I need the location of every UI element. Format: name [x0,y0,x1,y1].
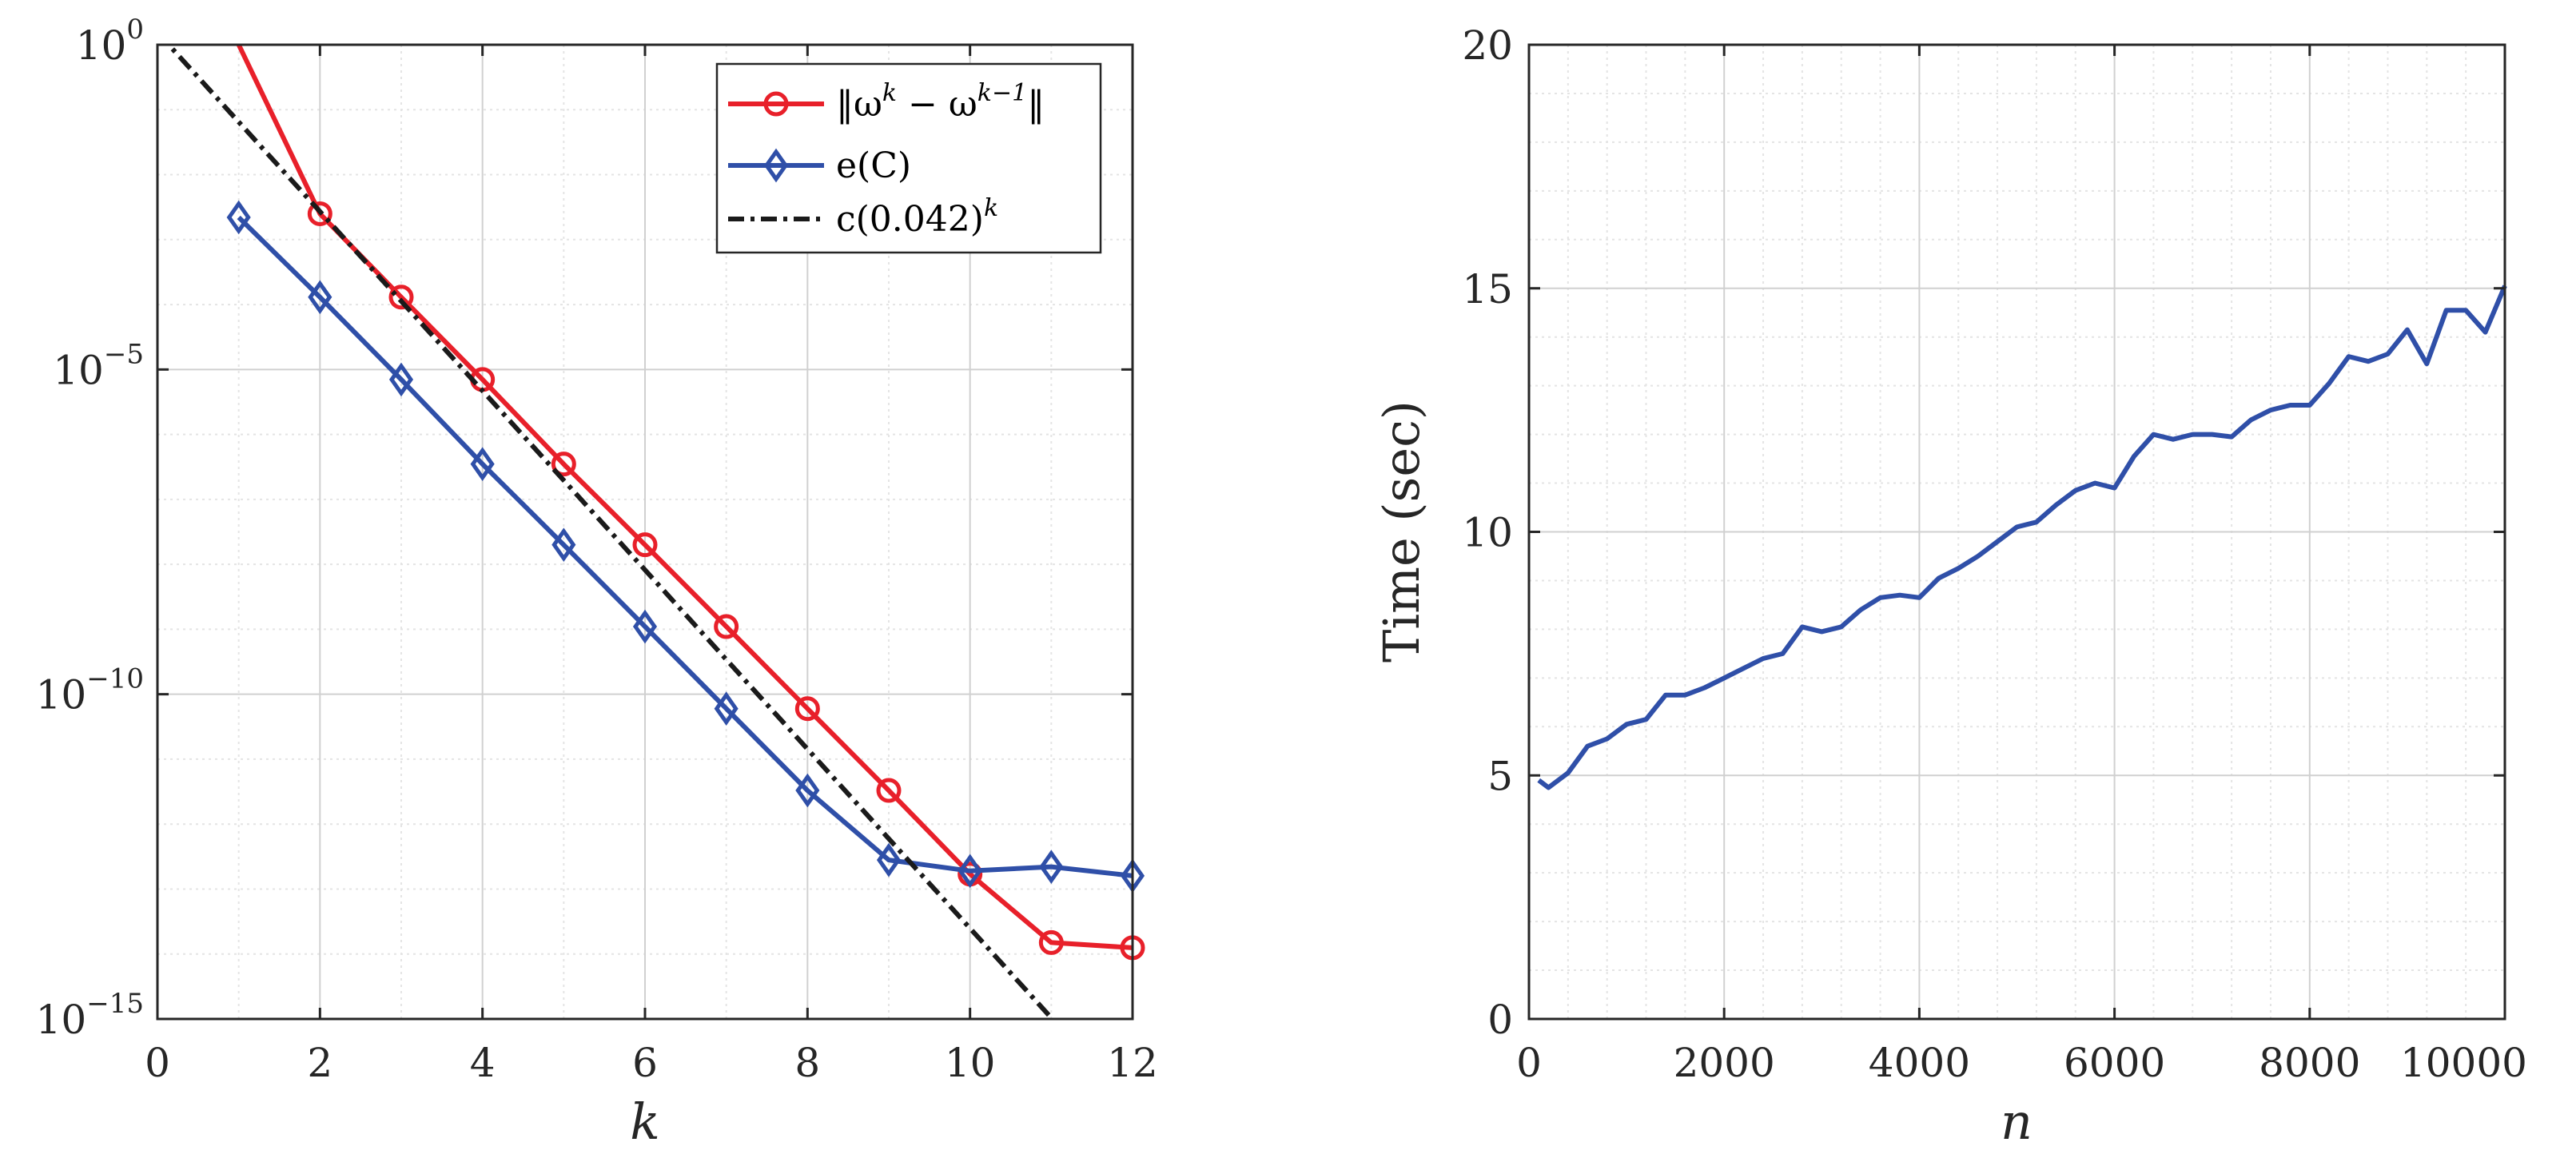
data-point-diamond [308,280,332,315]
legend-label-reference-rate: c(0.042)k [836,194,998,240]
data-point-diamond [876,842,902,878]
data-point-diamond [795,773,820,808]
data-point-diamond [958,854,982,889]
x-tick-label: 0 [1516,1040,1542,1086]
legend-label-e-of-c: e(C) [836,145,911,186]
x-tick-label: 12 [1107,1040,1158,1086]
timing-chart: 0 5 10 15 20 0 2000 4000 6000 8000 10000 n Time (s… [1372,22,2527,1151]
y-tick-label: 100 [76,14,144,69]
legend-marker-diamond-icon [763,148,789,183]
x-tick-label: 8000 [2259,1040,2360,1086]
x-tick-label: 10 [945,1040,996,1086]
data-point-diamond [388,362,414,397]
series-line-time [1537,285,2507,790]
x-tick-label: 8 [794,1040,820,1086]
data-point-circle [714,614,739,639]
data-point-diamond [1039,850,1064,884]
data-point-circle [1038,929,1064,955]
x-tick-label: 4000 [1869,1040,1970,1086]
y-tick-label: 15 [1462,266,1513,312]
convergence-ticks: 100 10−5 10−10 10−150 2 4 6 8 10 12 [36,14,1158,1086]
convergence-series [165,45,1145,1019]
data-point-diamond [226,200,251,235]
x-tick-label: 10000 [2400,1040,2527,1086]
series-line-reference-rate [165,45,1056,1019]
timing-x-axis-label: n [2001,1092,2033,1151]
data-point-circle [307,201,332,226]
convergence-chart: 100 10−5 10−10 10−150 2 4 6 8 10 12 k ‖ωk − ωk−1‖… [36,14,1158,1151]
x-tick-label: 0 [145,1040,170,1086]
legend-entry-reference-rate: c(0.042)k [728,194,998,240]
y-tick-label: 5 [1487,753,1513,799]
legend-entry-e-of-c: e(C) [728,145,911,186]
data-point-circle [876,778,902,803]
timing-y-axis-label: Time (sec) [1372,400,1431,663]
timing-grid [1529,45,2505,1019]
data-point-diamond [551,527,576,563]
data-point-diamond [470,447,495,481]
y-tick-label: 20 [1462,22,1513,69]
y-tick-label: 0 [1487,997,1513,1043]
convergence-x-axis-label: k [630,1092,660,1151]
x-tick-label: 2000 [1674,1040,1775,1086]
data-point-diamond [632,609,658,644]
legend-marker-circle-icon [763,91,789,117]
x-tick-label: 2 [307,1040,332,1086]
timing-ticks: 0 5 10 15 20 0 2000 4000 6000 8000 10000 [1462,22,2527,1086]
y-tick-label: 10−10 [36,663,144,718]
legend-entry-omega-difference: ‖ωk − ωk−1‖ [728,79,1045,125]
y-tick-label: 10−15 [36,988,144,1043]
y-tick-label: 10−5 [53,338,144,393]
convergence-legend: ‖ωk − ωk−1‖ e(C) c(0.042)k [715,62,1102,254]
data-point-diamond [714,691,739,726]
timing-series [1537,285,2507,790]
data-point-circle [388,285,414,310]
data-point-circle [632,532,658,558]
data-point-circle [551,452,576,477]
x-tick-label: 6000 [2064,1040,2165,1086]
y-tick-label: 10 [1462,510,1513,556]
x-tick-label: 6 [632,1040,658,1086]
x-tick-label: 4 [470,1040,496,1086]
legend-label-omega-difference: ‖ωk − ωk−1‖ [836,79,1045,125]
series-line-e-of-c [237,215,1133,878]
data-point-circle [794,696,820,722]
